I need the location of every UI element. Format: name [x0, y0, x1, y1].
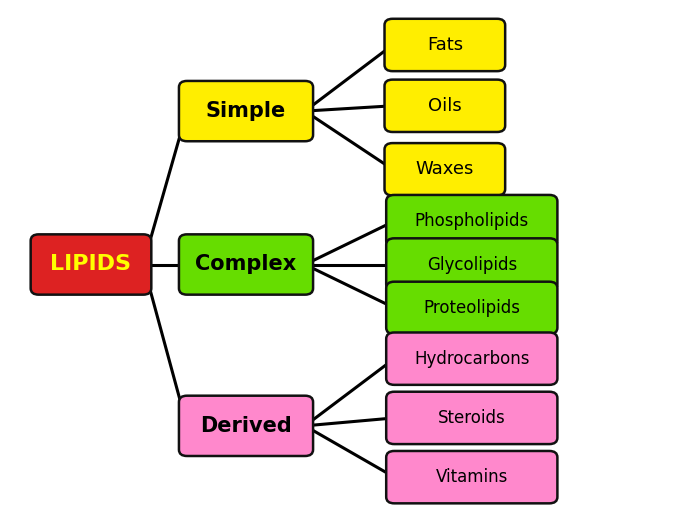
FancyBboxPatch shape	[384, 143, 506, 195]
FancyBboxPatch shape	[386, 451, 557, 504]
Text: Oils: Oils	[428, 97, 462, 115]
Text: Phospholipids: Phospholipids	[415, 212, 529, 230]
FancyBboxPatch shape	[386, 391, 557, 444]
FancyBboxPatch shape	[386, 195, 557, 248]
Text: Simple: Simple	[206, 101, 286, 121]
Text: Complex: Complex	[195, 254, 297, 275]
Text: Hydrocarbons: Hydrocarbons	[414, 350, 530, 368]
FancyBboxPatch shape	[386, 238, 557, 291]
Text: Steroids: Steroids	[438, 409, 506, 427]
FancyBboxPatch shape	[179, 396, 313, 456]
Text: Vitamins: Vitamins	[435, 468, 508, 486]
FancyBboxPatch shape	[386, 332, 557, 385]
FancyBboxPatch shape	[386, 281, 557, 334]
FancyBboxPatch shape	[179, 234, 313, 295]
Text: Waxes: Waxes	[416, 160, 474, 178]
Text: Derived: Derived	[200, 416, 292, 436]
Text: Fats: Fats	[427, 36, 463, 54]
Text: LIPIDS: LIPIDS	[51, 254, 131, 275]
FancyBboxPatch shape	[384, 79, 506, 132]
FancyBboxPatch shape	[179, 81, 313, 141]
FancyBboxPatch shape	[384, 19, 506, 71]
FancyBboxPatch shape	[31, 234, 152, 295]
Text: Glycolipids: Glycolipids	[427, 256, 517, 273]
Text: Proteolipids: Proteolipids	[423, 299, 520, 317]
